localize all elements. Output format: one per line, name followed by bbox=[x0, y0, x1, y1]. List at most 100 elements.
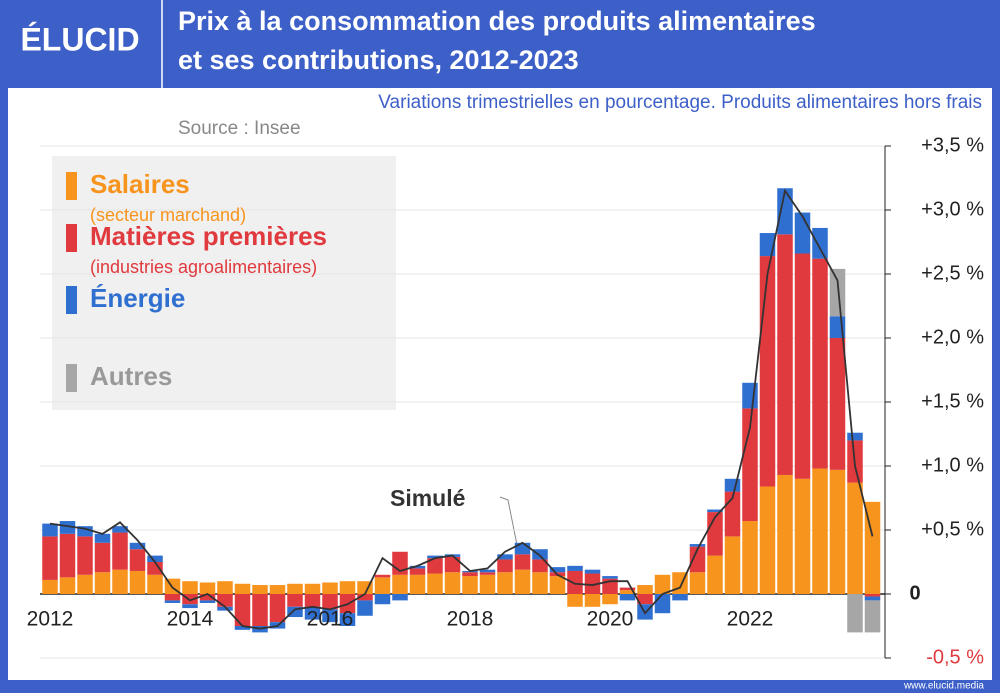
bar bbox=[619, 587, 636, 591]
bar bbox=[147, 574, 163, 594]
bar bbox=[392, 594, 408, 601]
legend-note: (industries agroalimentaires) bbox=[90, 257, 317, 277]
x-tick-label: 2018 bbox=[447, 608, 494, 631]
bar bbox=[759, 486, 776, 594]
brand: ÉLUCID bbox=[20, 21, 139, 57]
bar bbox=[742, 408, 758, 522]
bar bbox=[567, 570, 583, 594]
bar bbox=[287, 606, 303, 618]
bar bbox=[479, 574, 496, 594]
bar bbox=[269, 594, 286, 623]
bar bbox=[94, 572, 111, 594]
bar bbox=[252, 585, 268, 594]
bar bbox=[462, 572, 478, 577]
bar bbox=[59, 577, 76, 594]
y-tick-label: +1,5 % bbox=[921, 390, 984, 412]
bar bbox=[444, 572, 461, 594]
x-tick-label: 2014 bbox=[167, 608, 214, 631]
footer: www.elucid.media bbox=[903, 681, 984, 692]
bar bbox=[759, 256, 776, 487]
legend-swatch bbox=[66, 286, 77, 314]
bar bbox=[59, 521, 76, 534]
bar bbox=[112, 532, 128, 570]
bar bbox=[812, 227, 828, 259]
bar bbox=[584, 573, 601, 594]
bar bbox=[829, 268, 846, 317]
x-tick-label: 2022 bbox=[727, 608, 774, 631]
bar bbox=[847, 482, 863, 594]
bar bbox=[462, 576, 478, 594]
bar bbox=[497, 554, 513, 560]
bar bbox=[532, 549, 548, 560]
subtitle: Variations trimestrielles en pourcentage… bbox=[378, 92, 982, 113]
legend-swatch bbox=[66, 364, 77, 392]
bar bbox=[409, 565, 426, 569]
bar bbox=[672, 594, 688, 601]
bar bbox=[689, 546, 706, 573]
bar bbox=[409, 574, 426, 594]
bar bbox=[182, 594, 198, 605]
bar bbox=[59, 533, 76, 578]
bar bbox=[409, 568, 426, 575]
bar bbox=[812, 468, 828, 594]
bar bbox=[287, 594, 303, 607]
bar bbox=[42, 536, 58, 580]
bar bbox=[532, 572, 548, 594]
bar bbox=[794, 478, 811, 594]
bar bbox=[374, 577, 391, 594]
bar bbox=[427, 555, 443, 559]
bar bbox=[514, 542, 531, 555]
bar bbox=[707, 555, 723, 594]
bar bbox=[514, 569, 531, 594]
source: Source : Insee bbox=[178, 118, 301, 139]
bar bbox=[602, 594, 618, 605]
chart-title: et ses contributions, 2012-2023 bbox=[178, 45, 579, 75]
bar bbox=[829, 469, 846, 594]
bar bbox=[654, 574, 671, 594]
bar bbox=[182, 581, 198, 594]
bar bbox=[357, 600, 373, 616]
bar bbox=[829, 338, 846, 470]
bar bbox=[427, 558, 443, 574]
annotation: Simulé bbox=[390, 485, 465, 511]
bar bbox=[864, 596, 881, 601]
y-tick-label: -0,5 % bbox=[926, 646, 984, 668]
chart-title: Prix à la consommation des produits alim… bbox=[178, 6, 816, 36]
legend-label: Matières premières bbox=[90, 221, 327, 251]
bar bbox=[77, 574, 93, 594]
bar bbox=[199, 594, 216, 601]
bar bbox=[777, 234, 793, 475]
bar bbox=[864, 501, 881, 594]
bar bbox=[794, 212, 811, 254]
bar bbox=[602, 576, 618, 579]
bar bbox=[637, 594, 653, 605]
bar bbox=[252, 594, 268, 626]
bar bbox=[42, 579, 58, 594]
y-tick-label: +2,0 % bbox=[921, 326, 984, 348]
bar bbox=[339, 581, 356, 594]
bar bbox=[427, 573, 443, 594]
bar bbox=[94, 533, 111, 543]
bar bbox=[234, 626, 251, 630]
bar bbox=[112, 569, 128, 594]
x-tick-label: 2016 bbox=[307, 608, 354, 631]
bar bbox=[567, 594, 583, 607]
bar bbox=[234, 594, 251, 626]
bar bbox=[724, 478, 741, 492]
bar bbox=[444, 556, 461, 573]
bar bbox=[584, 594, 601, 607]
bar bbox=[129, 549, 146, 571]
bar bbox=[147, 555, 163, 562]
bar bbox=[199, 582, 216, 594]
y-tick-label: +3,5 % bbox=[921, 134, 984, 156]
bar bbox=[304, 606, 321, 620]
bar bbox=[112, 526, 128, 533]
legend-label: Énergie bbox=[90, 283, 185, 313]
bar bbox=[357, 594, 373, 601]
y-tick-label: +0,5 % bbox=[921, 518, 984, 540]
bar bbox=[619, 590, 636, 594]
bar bbox=[304, 594, 321, 607]
bar bbox=[777, 474, 793, 594]
bar bbox=[742, 521, 758, 594]
bar bbox=[584, 569, 601, 574]
